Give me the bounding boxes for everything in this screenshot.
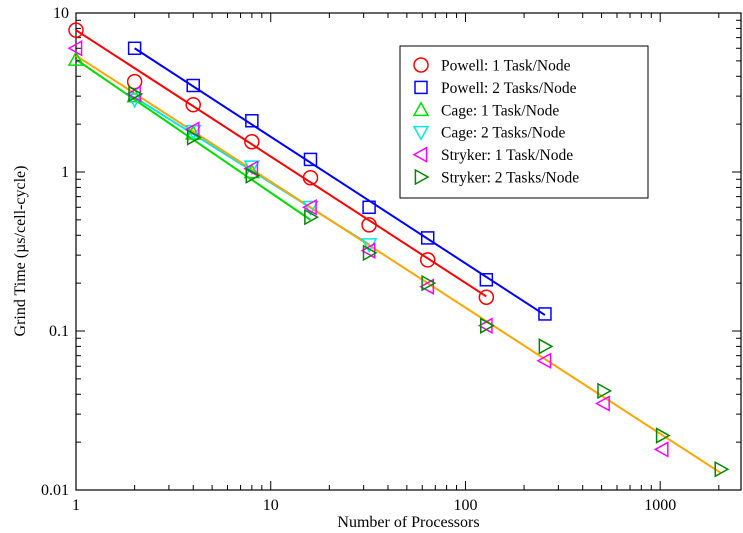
x-axis-label: Number of Processors	[337, 514, 479, 531]
data-point	[478, 289, 495, 306]
data-point	[479, 273, 494, 287]
data-point	[361, 217, 377, 233]
y-tick-label: 0.01	[41, 482, 69, 499]
data-point	[127, 41, 142, 56]
legend-marker	[412, 101, 430, 117]
legend-marker	[412, 146, 428, 163]
data-point	[68, 22, 84, 38]
legend-box	[399, 45, 649, 199]
legend-label: Cage: 1 Task/Node	[441, 102, 559, 119]
legend: Powell: 1 Task/Node Powell: 2 Tasks/Node C…	[399, 45, 649, 199]
data-point	[538, 338, 554, 355]
data-point	[362, 200, 376, 215]
data-point	[67, 39, 83, 57]
legend-label: Stryker: 1 Task/Node	[441, 147, 573, 164]
data-point	[186, 129, 202, 146]
data-point	[185, 96, 201, 113]
data-point	[243, 160, 259, 177]
legend-marker	[414, 168, 430, 186]
plot-frame	[75, 12, 742, 491]
legend-label: Stryker: 2 Tasks/Node	[441, 170, 579, 187]
data-point	[360, 242, 376, 259]
fit-lines	[75, 29, 722, 474]
data-point	[421, 274, 437, 292]
data-point	[186, 78, 200, 93]
legend-marker	[414, 80, 428, 95]
data-point	[420, 231, 435, 245]
data-point	[303, 152, 318, 167]
data-point	[479, 317, 495, 334]
data-point	[302, 170, 319, 186]
legend-marker	[413, 57, 429, 73]
data-point	[419, 278, 435, 295]
x-tick-label: 10	[263, 497, 279, 514]
data-point	[714, 461, 730, 478]
data-point	[245, 167, 261, 184]
legend-label: Cage: 2 Tasks/Node	[441, 125, 565, 142]
data-point	[538, 307, 552, 321]
data-point	[304, 208, 320, 226]
data-point	[653, 441, 669, 458]
x-tick-label: 1	[72, 497, 80, 514]
fit-line	[75, 29, 487, 298]
legend-marker	[412, 125, 430, 141]
data-point	[597, 382, 613, 400]
data-point	[655, 427, 671, 444]
data-point	[67, 50, 85, 66]
y-tick-label: 1	[61, 164, 69, 181]
series-markers	[127, 41, 552, 321]
y-tick-label: 10	[53, 5, 69, 22]
series-markers	[68, 22, 495, 306]
data-point	[301, 198, 317, 216]
fit-line	[134, 47, 546, 316]
data-point	[362, 244, 378, 262]
x-tick-label: 100	[453, 497, 477, 514]
data-point	[244, 133, 260, 150]
legend-label: Powell: 2 Tasks/Node	[441, 80, 577, 97]
data-point	[419, 252, 436, 268]
y-axis-label: Grind Time (µs/cell-cycle)	[12, 166, 29, 337]
x-tick-label: 1000	[644, 497, 676, 514]
data-point	[536, 352, 552, 370]
data-point	[302, 200, 319, 216]
y-tick-label: 0.1	[49, 323, 69, 340]
series-markers	[128, 85, 730, 478]
axis-ticks: 1 10 100 1000 0.01 0.1 1 10	[41, 5, 741, 514]
data-point	[245, 114, 259, 128]
data-point	[128, 85, 144, 103]
fit-line	[75, 54, 722, 474]
legend-label: Powell: 1 Task/Node	[441, 58, 571, 75]
data-markers	[67, 22, 730, 478]
data-point	[595, 395, 610, 412]
